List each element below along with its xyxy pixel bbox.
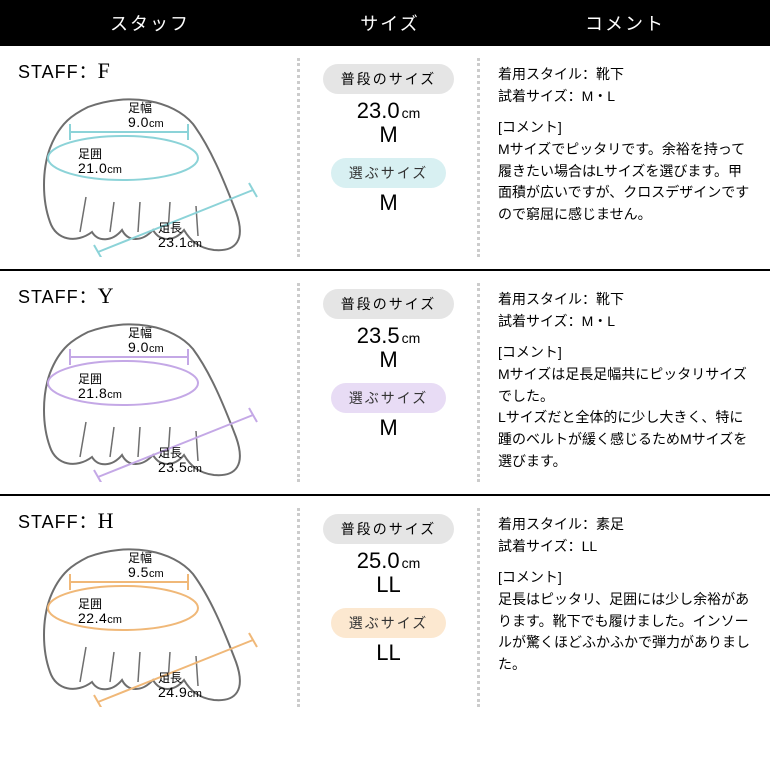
normal-size-pill: 普段のサイズ xyxy=(323,289,455,319)
staff-column: STAFF：Y 足幅 9.0cm 足囲 21.8cm xyxy=(0,283,300,482)
comment-column: 着用スタイル：靴下 試着サイズ：M・L [コメント] Mサイズでピッタリです。余… xyxy=(480,58,770,257)
girth-label: 足囲 21.0cm xyxy=(78,148,122,177)
comment-header: [コメント] xyxy=(498,342,752,364)
normal-size-pill: 普段のサイズ xyxy=(323,64,455,94)
size-column: 普段のサイズ 23.5cm M 選ぶサイズ M xyxy=(300,283,480,482)
foot-diagram: 足幅 9.5cm 足囲 22.4cm 足長 24.9cm xyxy=(18,532,278,707)
comment-header: [コメント] xyxy=(498,567,752,589)
entry-row: STAFF：F 足幅 9.0cm 足囲 21.0cm xyxy=(0,46,770,271)
choose-size-pill: 選ぶサイズ xyxy=(331,158,447,188)
wear-style: 着用スタイル：靴下 xyxy=(498,64,752,86)
comment-body: Mサイズは足長足幅共にピッタリサイズでした。Lサイズだと全体的に少し大きく、特に… xyxy=(498,364,752,472)
try-size: 試着サイズ：LL xyxy=(498,536,752,558)
comment-meta: 着用スタイル：素足 試着サイズ：LL xyxy=(498,514,752,557)
normal-size-cm: 23.5cm xyxy=(312,323,465,349)
staff-title: STAFF：Y xyxy=(18,283,297,309)
try-size: 試着サイズ：M・L xyxy=(498,86,752,108)
header-staff: スタッフ xyxy=(0,0,300,46)
header-size: サイズ xyxy=(300,0,480,46)
choose-size-letter: M xyxy=(312,190,465,216)
staff-title: STAFF：H xyxy=(18,508,297,534)
width-label: 足幅 9.0cm xyxy=(128,327,164,356)
length-label: 足長 23.5cm xyxy=(158,447,202,476)
staff-column: STAFF：H 足幅 9.5cm 足囲 22.4cm xyxy=(0,508,300,707)
comment-column: 着用スタイル：靴下 試着サイズ：M・L [コメント] Mサイズは足長足幅共にピッ… xyxy=(480,283,770,482)
choose-size-letter: M xyxy=(312,415,465,441)
width-label: 足幅 9.5cm xyxy=(128,552,164,581)
wear-style: 着用スタイル：素足 xyxy=(498,514,752,536)
comment-meta: 着用スタイル：靴下 試着サイズ：M・L xyxy=(498,64,752,107)
header-comment: コメント xyxy=(480,0,770,46)
size-column: 普段のサイズ 25.0cm LL 選ぶサイズ LL xyxy=(300,508,480,707)
entries-container: STAFF：F 足幅 9.0cm 足囲 21.0cm xyxy=(0,46,770,719)
comment-body: Mサイズでピッタリです。余裕を持って履きたい場合はLサイズを選びます。甲面積が広… xyxy=(498,139,752,226)
staff-title: STAFF：F xyxy=(18,58,297,84)
normal-size-letter: LL xyxy=(312,572,465,598)
length-label: 足長 23.1cm xyxy=(158,222,202,251)
staff-column: STAFF：F 足幅 9.0cm 足囲 21.0cm xyxy=(0,58,300,257)
normal-size-pill: 普段のサイズ xyxy=(323,514,455,544)
header-row: スタッフ サイズ コメント xyxy=(0,0,770,46)
foot-diagram: 足幅 9.0cm 足囲 21.8cm 足長 23.5cm xyxy=(18,307,278,482)
choose-size-pill: 選ぶサイズ xyxy=(331,608,447,638)
choose-size-pill: 選ぶサイズ xyxy=(331,383,447,413)
size-column: 普段のサイズ 23.0cm M 選ぶサイズ M xyxy=(300,58,480,257)
comment-header: [コメント] xyxy=(498,117,752,139)
width-label: 足幅 9.0cm xyxy=(128,102,164,131)
foot-diagram: 足幅 9.0cm 足囲 21.0cm 足長 23.1cm xyxy=(18,82,278,257)
normal-size-letter: M xyxy=(312,347,465,373)
comment-meta: 着用スタイル：靴下 試着サイズ：M・L xyxy=(498,289,752,332)
normal-size-cm: 25.0cm xyxy=(312,548,465,574)
length-label: 足長 24.9cm xyxy=(158,672,202,701)
comment-body: 足長はピッタリ、足囲には少し余裕があります。靴下でも履けました。インソールが驚く… xyxy=(498,589,752,676)
try-size: 試着サイズ：M・L xyxy=(498,311,752,333)
girth-label: 足囲 21.8cm xyxy=(78,373,122,402)
comment-column: 着用スタイル：素足 試着サイズ：LL [コメント] 足長はピッタリ、足囲には少し… xyxy=(480,508,770,707)
normal-size-letter: M xyxy=(312,122,465,148)
normal-size-cm: 23.0cm xyxy=(312,98,465,124)
wear-style: 着用スタイル：靴下 xyxy=(498,289,752,311)
choose-size-letter: LL xyxy=(312,640,465,666)
entry-row: STAFF：H 足幅 9.5cm 足囲 22.4cm xyxy=(0,496,770,719)
entry-row: STAFF：Y 足幅 9.0cm 足囲 21.8cm xyxy=(0,271,770,496)
girth-label: 足囲 22.4cm xyxy=(78,598,122,627)
